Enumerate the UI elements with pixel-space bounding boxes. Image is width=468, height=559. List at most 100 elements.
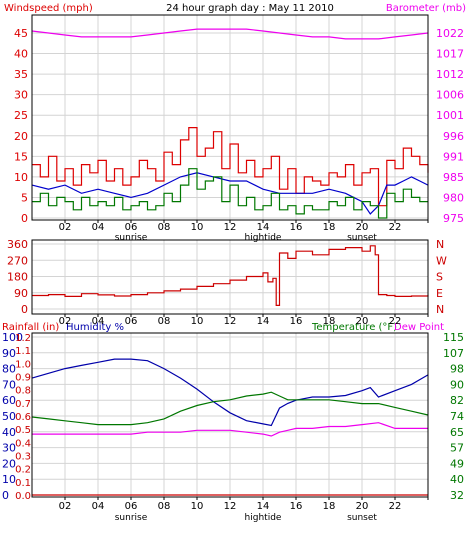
rainfall-tick-label: 1.0	[15, 359, 31, 370]
temperature-axis-label: Temperature (°F)	[311, 322, 397, 333]
event-label-hightide: hightide	[245, 513, 282, 523]
event-label-sunrise: sunrise	[115, 233, 148, 243]
x-tick-label: 16	[290, 222, 303, 233]
barometer-tick-label: 1012	[436, 68, 464, 81]
temperature-tick-label: 32	[450, 489, 464, 502]
direction-tick-label: 90	[14, 287, 28, 300]
x-tick-label: 22	[389, 316, 402, 327]
barometer-axis-label: Barometer (mb)	[386, 3, 466, 14]
x-tick-label: 02	[59, 501, 72, 512]
rainfall-axis-label: Rainfall (in)	[2, 322, 59, 333]
rainfall-tick-label: 0.2	[15, 465, 31, 476]
x-tick-label: 16	[290, 501, 303, 512]
compass-label: N	[436, 238, 444, 251]
temperature-tick-label: 98	[450, 363, 464, 376]
temperature-tick-label: 74	[450, 410, 464, 423]
temperature-tick-label: 57	[450, 442, 464, 455]
series-line-dew-point	[32, 422, 428, 437]
rainfall-tick-label: 1.1	[15, 346, 31, 357]
compass-label: W	[436, 254, 447, 267]
series-line-humidity	[31, 358, 429, 427]
barometer-tick-label: 1017	[436, 48, 464, 61]
wind-tick-label: 10	[14, 171, 28, 184]
event-label-sunset: sunset	[347, 233, 377, 243]
rainfall-tick-label: 0.9	[15, 373, 31, 384]
direction-tick-label: 180	[7, 271, 28, 284]
x-tick-label: 08	[158, 316, 171, 327]
x-tick-label: 10	[191, 316, 204, 327]
rainfall-tick-label: 0.3	[15, 452, 31, 463]
rainfall-tick-label: 0.6	[15, 412, 31, 423]
x-tick-label: 10	[191, 222, 204, 233]
wind-tick-label: 35	[14, 68, 28, 81]
wind-axis-label: Windspeed (mph)	[4, 3, 93, 14]
x-tick-label: 18	[323, 222, 336, 233]
humidity-tick-label: 80	[2, 363, 16, 376]
x-tick-label: 12	[224, 222, 237, 233]
humidity-tick-label: 90	[2, 347, 16, 360]
x-tick-label: 22	[389, 222, 402, 233]
grid-lines	[32, 15, 428, 497]
humidity-tick-label: 10	[2, 473, 16, 486]
x-tick-label: 06	[125, 501, 138, 512]
x-tick-label: 16	[290, 316, 303, 327]
x-tick-label: 08	[158, 501, 171, 512]
temperature-tick-label: 107	[443, 347, 464, 360]
temperature-tick-label: 82	[450, 394, 464, 407]
rainfall-tick-label: 0.4	[15, 438, 31, 449]
wind-tick-label: 25	[14, 109, 28, 122]
series-line-wind-speed	[32, 127, 429, 207]
x-tick-label: 12	[224, 316, 237, 327]
compass-label: E	[436, 287, 443, 300]
barometer-tick-label: 1001	[436, 109, 464, 122]
temperature-tick-label: 65	[450, 426, 464, 439]
temperature-tick-label: 49	[450, 457, 464, 470]
barometer-tick-label: 1022	[436, 27, 464, 40]
temperature-tick-label: 90	[450, 378, 464, 391]
direction-tick-label: 360	[7, 238, 28, 251]
tick-labels: 0510152025303540459759809859919961001100…	[2, 27, 464, 523]
x-tick-label: 22	[389, 501, 402, 512]
series-lines	[31, 28, 429, 496]
wind-tick-label: 0	[21, 212, 28, 225]
dew-point-label: Dew Point	[394, 322, 444, 333]
x-tick-label: 14	[257, 316, 270, 327]
compass-label: N	[436, 303, 444, 316]
x-tick-label: 20	[356, 316, 369, 327]
x-tick-label: 04	[92, 316, 105, 327]
humidity-tick-label: 60	[2, 394, 16, 407]
x-tick-label: 02	[59, 316, 72, 327]
humidity-tick-label: 40	[2, 426, 16, 439]
humidity-tick-label: 70	[2, 378, 16, 391]
humidity-tick-label: 20	[2, 457, 16, 470]
barometer-tick-label: 996	[443, 130, 464, 143]
wind-tick-label: 45	[14, 27, 28, 40]
wind-tick-label: 20	[14, 130, 28, 143]
x-tick-label: 10	[191, 501, 204, 512]
x-tick-label: 02	[59, 222, 72, 233]
event-label-sunset: sunset	[347, 513, 377, 523]
barometer-tick-label: 975	[443, 212, 464, 225]
humidity-tick-label: 0	[2, 489, 9, 502]
x-tick-label: 06	[125, 222, 138, 233]
event-label-hightide: hightide	[245, 233, 282, 243]
rainfall-tick-label: 1.2	[15, 333, 31, 344]
wind-tick-label: 15	[14, 150, 28, 163]
barometer-tick-label: 991	[443, 150, 464, 163]
x-tick-label: 18	[323, 501, 336, 512]
x-tick-label: 18	[323, 316, 336, 327]
series-line-wind-avg	[31, 172, 429, 215]
humidity-tick-label: 30	[2, 442, 16, 455]
x-tick-label: 08	[158, 222, 171, 233]
wind-tick-label: 40	[14, 48, 28, 61]
direction-tick-label: 0	[21, 303, 28, 316]
rainfall-tick-label: 0.0	[15, 491, 31, 502]
temperature-tick-label: 115	[443, 331, 464, 344]
event-label-sunrise: sunrise	[115, 513, 148, 523]
humidity-tick-label: 50	[2, 410, 16, 423]
x-tick-label: 14	[257, 501, 270, 512]
series-line-wind-gust	[32, 168, 428, 219]
series-line-temperature	[31, 391, 429, 426]
panel-frames	[31, 14, 429, 500]
x-tick-label: 20	[356, 501, 369, 512]
